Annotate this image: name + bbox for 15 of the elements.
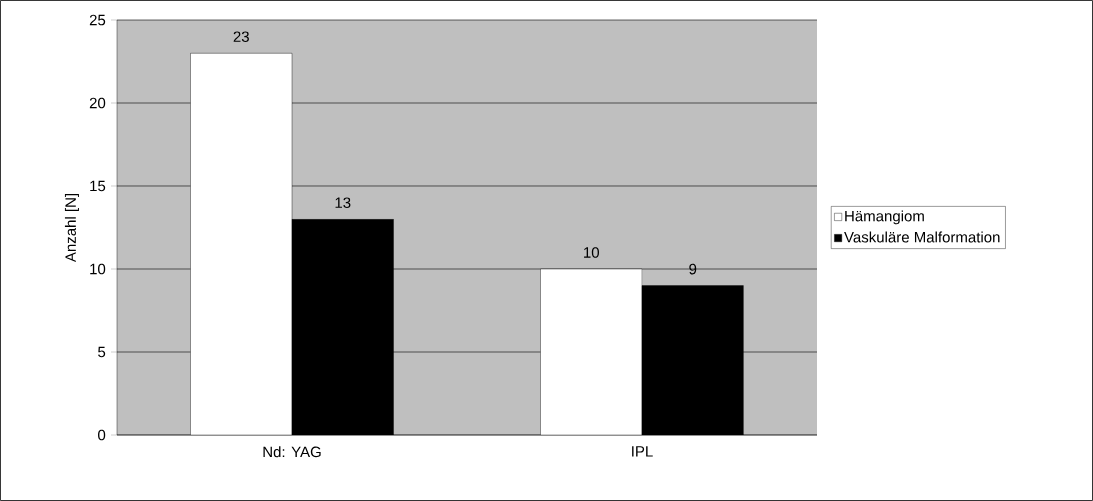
y-tick-label: 10: [90, 263, 106, 275]
y-tick-label: 20: [89, 97, 106, 109]
data-label: 23: [233, 31, 249, 42]
y-axis-title: Anzahl [N]: [64, 194, 79, 263]
x-tick-label: IPL: [632, 446, 653, 457]
x-tick-label: Nd: YAG: [263, 446, 321, 458]
y-tick-label: 25: [89, 14, 106, 26]
legend-label: Vaskuläre Malformation: [844, 231, 1000, 243]
data-label: 10: [584, 247, 599, 258]
legend-label: Hämangiom: [845, 210, 924, 225]
y-tick-label: 0: [98, 429, 106, 441]
y-tick-label: 15: [90, 180, 106, 192]
data-label: 13: [335, 197, 351, 208]
data-label: 9: [689, 263, 697, 275]
y-tick-label: 5: [98, 346, 106, 358]
